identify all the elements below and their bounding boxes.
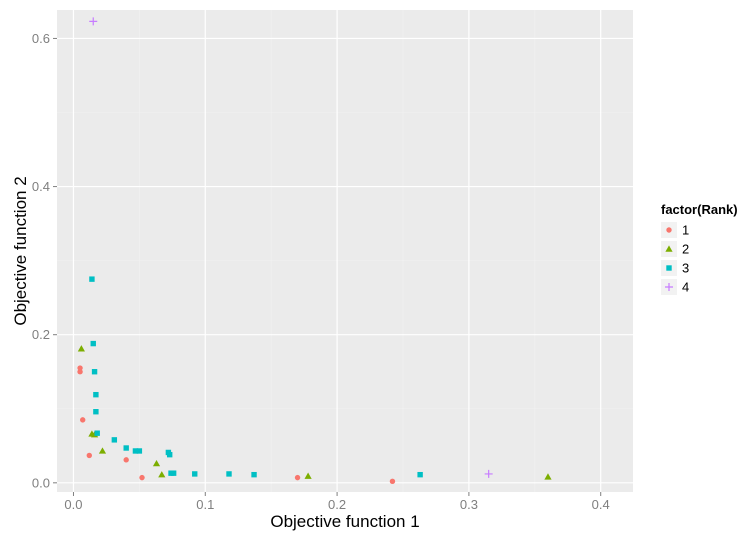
legend-key-rank-4 (665, 283, 673, 291)
y-tick-label: 0.4 (32, 179, 50, 194)
x-axis-title: Objective function 1 (270, 512, 419, 531)
point-rank-3 (417, 471, 423, 478)
y-tick-label: 0.2 (32, 327, 50, 342)
point-rank-2 (152, 459, 161, 467)
point-rank-3 (251, 471, 257, 478)
point-rank-2 (304, 472, 312, 479)
major-gridlines (57, 10, 633, 492)
point-rank-1 (139, 474, 145, 481)
point-rank-3 (93, 391, 99, 398)
point-rank-3 (226, 471, 232, 477)
point-rank-3 (132, 448, 139, 454)
plot-panel (57, 10, 633, 492)
x-tick-label: 0.0 (64, 497, 82, 512)
point-rank-3 (166, 451, 173, 458)
point-rank-2 (77, 345, 85, 352)
x-tick-label: 0.2 (328, 497, 346, 512)
point-rank-3 (136, 448, 143, 454)
point-rank-1 (77, 369, 83, 375)
y-tick-label: 0.6 (32, 31, 50, 46)
point-rank-1 (123, 457, 129, 463)
legend-label: 2 (682, 242, 689, 257)
point-rank-1 (77, 365, 83, 371)
legend: factor(Rank) 1 2 3 4 (661, 202, 738, 295)
point-rank-2 (544, 473, 552, 480)
y-axis-title: Objective function 2 (11, 176, 30, 325)
legend-title: factor(Rank) (661, 202, 738, 217)
point-rank-1 (294, 474, 301, 481)
point-rank-3 (89, 276, 95, 282)
point-rank-3 (170, 470, 177, 476)
point-rank-3 (192, 471, 198, 477)
point-rank-4 (484, 469, 493, 478)
point-rank-3 (94, 430, 100, 436)
legend-label: 4 (682, 280, 689, 295)
data-points (77, 17, 552, 485)
x-axis-ticks: 0.0 0.1 0.2 0.3 0.4 (64, 492, 610, 512)
point-rank-1 (389, 478, 396, 485)
point-rank-2 (98, 447, 107, 454)
point-rank-3 (90, 340, 96, 347)
point-rank-1 (80, 417, 86, 423)
x-tick-label: 0.3 (460, 497, 478, 512)
point-rank-3 (123, 445, 129, 451)
point-rank-4 (89, 17, 98, 26)
legend-label: 3 (682, 261, 689, 276)
point-rank-3 (93, 409, 99, 415)
legend-label: 1 (682, 223, 689, 238)
x-tick-label: 0.4 (592, 497, 610, 512)
point-rank-3 (91, 369, 98, 375)
point-rank-3 (111, 437, 118, 443)
legend-key-rank-3 (666, 265, 672, 271)
point-rank-1 (86, 452, 92, 459)
legend-key-rank-1 (666, 227, 672, 233)
point-rank-2 (158, 471, 166, 478)
x-tick-label: 0.1 (196, 497, 214, 512)
minor-gridlines (57, 10, 633, 492)
y-axis-ticks: 0.0 0.2 0.4 0.6 (32, 31, 57, 490)
y-tick-label: 0.0 (32, 475, 50, 490)
legend-key-rank-2 (665, 245, 673, 252)
